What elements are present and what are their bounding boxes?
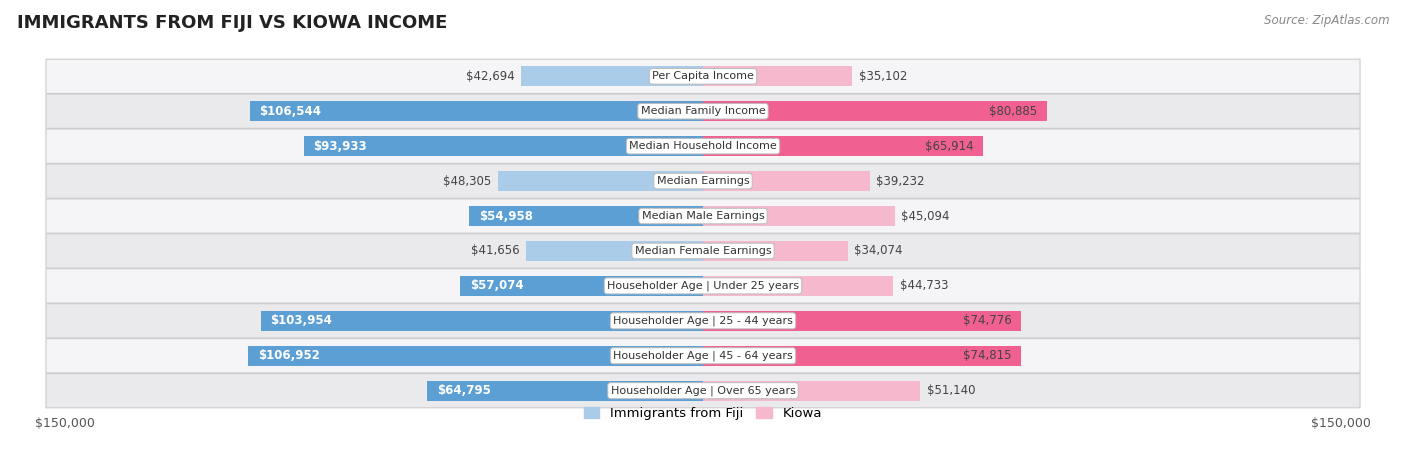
Text: $45,094: $45,094 bbox=[901, 210, 949, 223]
Text: $42,694: $42,694 bbox=[467, 70, 515, 83]
Text: $74,776: $74,776 bbox=[963, 314, 1011, 327]
Bar bbox=[703, 311, 1021, 331]
Text: $51,140: $51,140 bbox=[927, 384, 976, 397]
Text: IMMIGRANTS FROM FIJI VS KIOWA INCOME: IMMIGRANTS FROM FIJI VS KIOWA INCOME bbox=[17, 14, 447, 32]
FancyBboxPatch shape bbox=[46, 59, 1360, 93]
Text: $39,232: $39,232 bbox=[876, 175, 925, 188]
Bar bbox=[460, 276, 703, 296]
Text: Median Female Earnings: Median Female Earnings bbox=[634, 246, 772, 256]
Bar bbox=[526, 241, 703, 261]
FancyBboxPatch shape bbox=[46, 234, 1360, 268]
Text: Median Household Income: Median Household Income bbox=[628, 141, 778, 151]
Bar bbox=[703, 101, 1047, 121]
Text: Householder Age | Over 65 years: Householder Age | Over 65 years bbox=[610, 385, 796, 396]
Text: Householder Age | 45 - 64 years: Householder Age | 45 - 64 years bbox=[613, 351, 793, 361]
Text: $57,074: $57,074 bbox=[470, 279, 523, 292]
FancyBboxPatch shape bbox=[46, 339, 1360, 373]
Bar bbox=[703, 206, 894, 226]
Text: $106,544: $106,544 bbox=[260, 105, 322, 118]
Bar bbox=[304, 136, 703, 156]
Bar bbox=[522, 66, 703, 86]
Text: $80,885: $80,885 bbox=[990, 105, 1038, 118]
FancyBboxPatch shape bbox=[46, 374, 1360, 408]
FancyBboxPatch shape bbox=[46, 129, 1360, 163]
Bar bbox=[703, 241, 848, 261]
Text: Per Capita Income: Per Capita Income bbox=[652, 71, 754, 81]
Text: $64,795: $64,795 bbox=[437, 384, 491, 397]
Text: $74,815: $74,815 bbox=[963, 349, 1011, 362]
Text: $54,958: $54,958 bbox=[479, 210, 533, 223]
FancyBboxPatch shape bbox=[46, 269, 1360, 303]
Bar bbox=[250, 101, 703, 121]
Text: Householder Age | 25 - 44 years: Householder Age | 25 - 44 years bbox=[613, 316, 793, 326]
Text: $34,074: $34,074 bbox=[855, 244, 903, 257]
Text: Median Family Income: Median Family Income bbox=[641, 106, 765, 116]
Bar bbox=[703, 381, 921, 401]
FancyBboxPatch shape bbox=[46, 304, 1360, 338]
FancyBboxPatch shape bbox=[46, 164, 1360, 198]
Text: $44,733: $44,733 bbox=[900, 279, 948, 292]
Bar bbox=[470, 206, 703, 226]
Text: Median Earnings: Median Earnings bbox=[657, 176, 749, 186]
Bar bbox=[427, 381, 703, 401]
Text: $48,305: $48,305 bbox=[443, 175, 491, 188]
Bar bbox=[703, 66, 852, 86]
FancyBboxPatch shape bbox=[46, 199, 1360, 233]
Bar bbox=[703, 276, 893, 296]
Text: $65,914: $65,914 bbox=[925, 140, 974, 153]
Text: $103,954: $103,954 bbox=[270, 314, 332, 327]
Bar bbox=[498, 171, 703, 191]
Text: Source: ZipAtlas.com: Source: ZipAtlas.com bbox=[1264, 14, 1389, 27]
Text: $35,102: $35,102 bbox=[859, 70, 907, 83]
Bar bbox=[703, 171, 870, 191]
Text: Median Male Earnings: Median Male Earnings bbox=[641, 211, 765, 221]
Bar bbox=[703, 346, 1021, 366]
Text: $106,952: $106,952 bbox=[257, 349, 319, 362]
Bar bbox=[262, 311, 703, 331]
Text: Householder Age | Under 25 years: Householder Age | Under 25 years bbox=[607, 281, 799, 291]
Bar bbox=[703, 136, 983, 156]
FancyBboxPatch shape bbox=[46, 94, 1360, 128]
Legend: Immigrants from Fiji, Kiowa: Immigrants from Fiji, Kiowa bbox=[578, 402, 828, 425]
Text: $93,933: $93,933 bbox=[314, 140, 367, 153]
Text: $41,656: $41,656 bbox=[471, 244, 519, 257]
Bar bbox=[249, 346, 703, 366]
